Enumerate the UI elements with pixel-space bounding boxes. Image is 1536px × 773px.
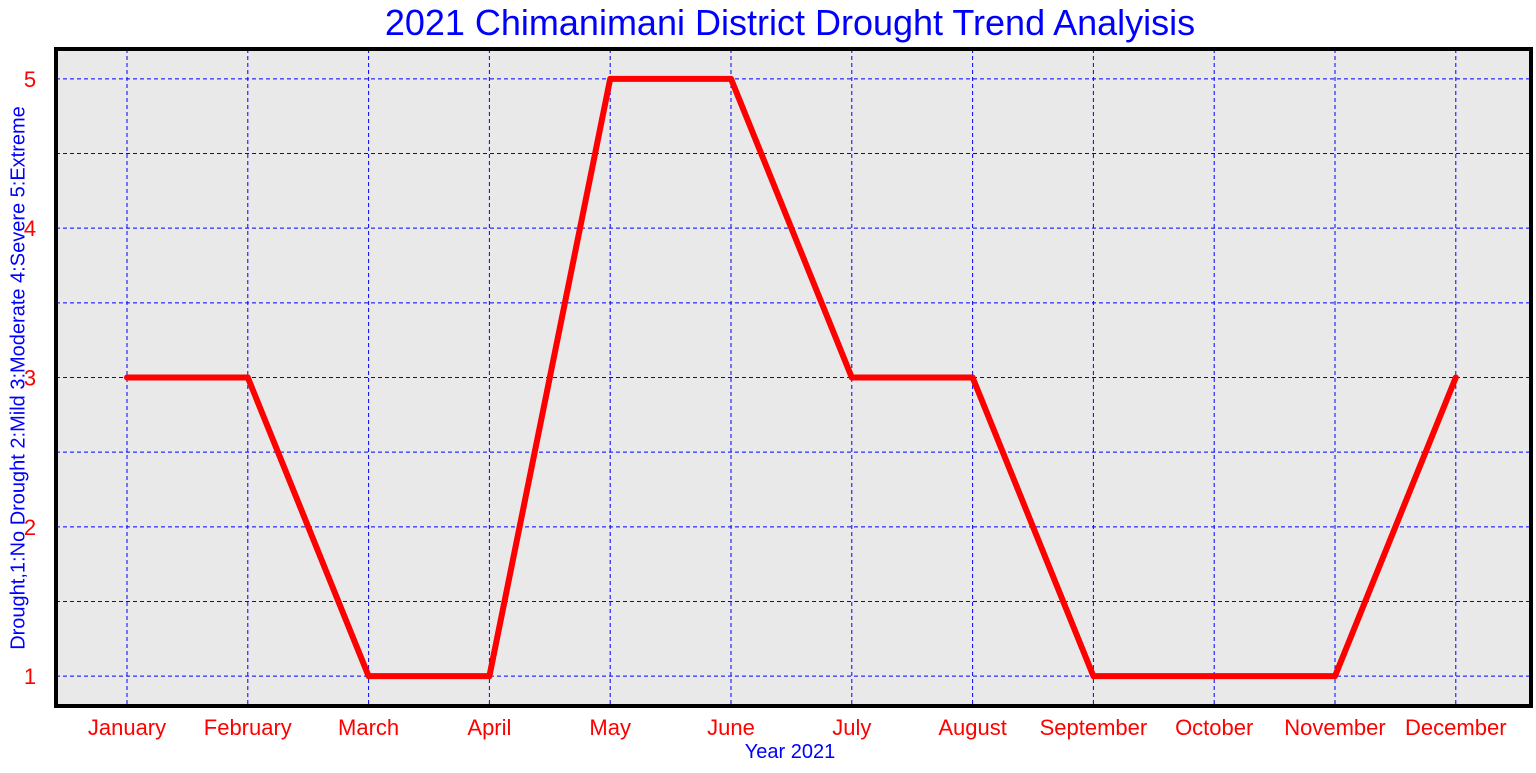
x-tick-label: April — [467, 715, 511, 740]
plot-frame — [54, 47, 1533, 708]
data-point — [247, 377, 249, 378]
x-tick-label: November — [1284, 715, 1385, 740]
y-tick-label: 1 — [24, 664, 36, 689]
x-tick-label: January — [88, 715, 166, 740]
data-point — [1334, 675, 1336, 677]
x-tick-label: February — [204, 715, 292, 740]
data-point — [972, 377, 974, 378]
data-point — [1213, 675, 1215, 677]
data-point — [1092, 675, 1094, 677]
x-tick-label: October — [1175, 715, 1253, 740]
x-tick-label: August — [938, 715, 1007, 740]
data-point — [851, 377, 853, 378]
data-point — [1455, 377, 1457, 378]
series-line-group — [124, 75, 1459, 680]
data-point — [488, 675, 490, 677]
y-tick-label: 5 — [24, 67, 36, 92]
x-tick-label: May — [589, 715, 631, 740]
y-tick-label: 3 — [24, 366, 36, 391]
y-tick-label: 4 — [24, 216, 36, 241]
data-point — [126, 377, 128, 378]
x-tick-label: June — [707, 715, 755, 740]
chart-title: 2021 Chimanimani District Drought Trend … — [384, 2, 1196, 43]
data-point — [609, 78, 611, 80]
series-line — [124, 75, 1459, 680]
x-tick-label: December — [1405, 715, 1506, 740]
data-point — [730, 78, 732, 80]
tick-labels: 1 2 3 4 5 January February March April May June Jul… — [24, 67, 1507, 740]
y-tick-label: 2 — [24, 515, 36, 540]
data-point — [368, 675, 370, 677]
x-tick-label: July — [832, 715, 871, 740]
grid-lines — [56, 49, 1531, 706]
x-tick-label: September — [1040, 715, 1148, 740]
x-tick-label: March — [338, 715, 399, 740]
x-axis-label: Year 2021 — [744, 741, 836, 763]
